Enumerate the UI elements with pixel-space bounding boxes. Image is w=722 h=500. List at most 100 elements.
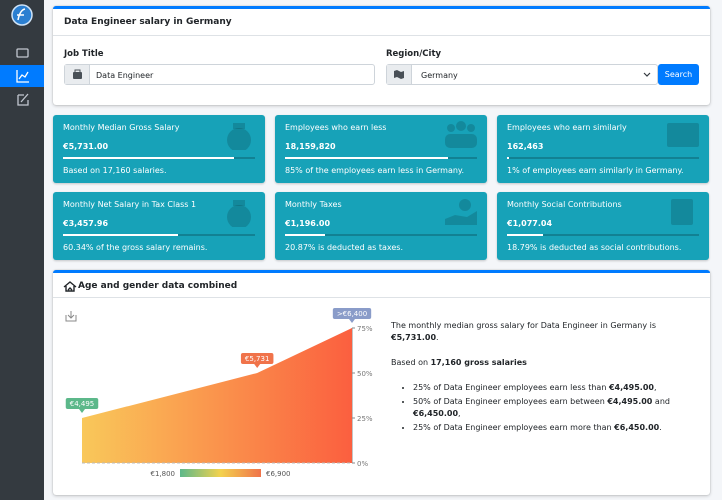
- progress-track: [63, 157, 255, 159]
- field-label: Job Title: [64, 49, 104, 59]
- summary-bullet: 50% of Data Engineer employees earn betw…: [413, 396, 706, 420]
- progress-track: [507, 234, 699, 236]
- sidebar-icons: [0, 4, 44, 106]
- nav-item[interactable]: [16, 48, 29, 58]
- field-label: Region/City: [386, 49, 442, 59]
- stat-box: Employees who earn less 18,159,820 85% of …: [275, 115, 487, 183]
- text: 25% of Data Engineer employees earn less…: [413, 383, 609, 392]
- stat-box: Monthly Taxes €1,196.00 20.87% is deducted…: [275, 192, 487, 260]
- stat-note: 20.87% is deducted as taxes.: [285, 243, 403, 252]
- point-label-box: [240, 353, 274, 364]
- visual-map-min: €1,800: [151, 470, 176, 478]
- text-bold: €6,450.00: [614, 423, 660, 432]
- select-value: Germany: [421, 71, 458, 80]
- stat-label: Monthly Social Contributions: [507, 200, 622, 209]
- stat-note: 18.79% is deducted as social contributio…: [507, 243, 682, 252]
- text: ,: [653, 383, 657, 392]
- point-label-pointer: [254, 364, 261, 368]
- text: 25% of Data Engineer employees earn more…: [413, 423, 615, 432]
- stat-value: €3,457.96: [63, 219, 109, 228]
- text: .: [436, 333, 439, 342]
- stat-icon: [445, 199, 477, 225]
- text: The monthly median gross salary for Data…: [391, 321, 657, 330]
- progress-bar: [63, 157, 234, 159]
- summary-list: 25% of Data Engineer employees earn less…: [391, 382, 706, 434]
- progress-track: [285, 157, 477, 159]
- job-input[interactable]: Data Engineer: [64, 64, 375, 85]
- input-value: Data Engineer: [96, 71, 154, 80]
- stat-value: 18,159,820: [285, 142, 336, 151]
- point-label-text: €5,731: [245, 355, 269, 363]
- summary-bullet: 25% of Data Engineer employees earn less…: [413, 382, 706, 394]
- stat-note: 60.34% of the gross salary remains.: [63, 243, 208, 252]
- text-bold: €5,731.00: [391, 333, 437, 342]
- stat-label: Monthly Net Salary in Tax Class 1: [63, 200, 197, 209]
- stat-icon: [227, 200, 251, 227]
- point-label-text: €4,495: [70, 400, 95, 408]
- summary-bullet: 25% of Data Engineer employees earn more…: [413, 422, 706, 434]
- stat-box: Monthly Median Gross Salary €5,731.00 Base…: [53, 115, 265, 183]
- stat-note: 85% of the employees earn less in German…: [285, 166, 465, 175]
- y-tick-label: 25%: [357, 415, 373, 423]
- text-bold: 17,160 gross salaries: [430, 358, 527, 367]
- search-card: Data Engineer salary in Germany Job Titl…: [53, 6, 710, 105]
- y-tick-label: 50%: [357, 370, 373, 378]
- point-label: €4,495: [65, 398, 99, 413]
- card-title: Age and gender data combined: [78, 281, 238, 291]
- stat-icon: [671, 199, 693, 225]
- download-button[interactable]: [65, 311, 77, 322]
- sidebar: [0, 0, 44, 500]
- visual-map-bar: [180, 469, 261, 477]
- stat-value: 162,463: [507, 142, 544, 151]
- search-button[interactable]: Search: [658, 64, 699, 85]
- region-select[interactable]: Germany: [386, 64, 658, 85]
- progress-bar: [285, 157, 449, 159]
- stat-icon: [227, 123, 251, 150]
- visual-map-max: €6,900: [266, 470, 291, 478]
- text-bold: €6,450.00: [413, 409, 459, 418]
- point-label-pointer: [79, 409, 85, 413]
- card-title: Data Engineer salary in Germany: [64, 17, 232, 27]
- stat-box: Monthly Net Salary in Tax Class 1 €3,457.…: [53, 192, 265, 260]
- summary-line: Based on 17,160 gross salaries: [391, 357, 706, 369]
- point-label-box: [332, 308, 372, 319]
- stat-value: €1,077.04: [507, 219, 553, 228]
- stat-label: Employees who earn similarly: [507, 123, 627, 132]
- stat-label: Employees who earn less: [285, 123, 387, 132]
- point-label-box: [65, 398, 99, 409]
- progress-track: [285, 234, 477, 236]
- stat-box: Employees who earn similarly 162,463 1% of…: [497, 115, 709, 183]
- stat-box: Monthly Social Contributions €1,077.04 18.…: [497, 192, 709, 260]
- progress-bar: [507, 234, 544, 236]
- point-label-pointer: [349, 319, 355, 323]
- divider: [53, 297, 710, 298]
- progress-track: [63, 234, 255, 236]
- stat-note: 1% of employees earn similarly in German…: [507, 166, 684, 175]
- stat-label: Monthly Median Gross Salary: [63, 123, 180, 132]
- point-label-text: >€6,400: [337, 310, 367, 318]
- text: .: [659, 423, 662, 432]
- stat-note: Based on 17,160 salaries.: [63, 166, 167, 175]
- summary: The monthly median gross salary for Data…: [391, 320, 706, 436]
- progress-bar: [507, 157, 509, 159]
- select-icon: [387, 65, 412, 84]
- point-label: >€6,400: [332, 308, 372, 323]
- stat-label: Monthly Taxes: [285, 200, 342, 209]
- point-label: €5,731: [240, 353, 274, 368]
- progress-bar: [285, 234, 326, 236]
- stat-value: €1,196.00: [285, 219, 331, 228]
- text-bold: €4,495.00: [608, 383, 654, 392]
- stat-icon: [667, 123, 699, 147]
- text: and: [652, 397, 670, 406]
- nav-item[interactable]: [17, 93, 29, 106]
- input-icon: [65, 65, 90, 84]
- chart: 0% 25% 50% 75% €4,495 €5,731 >€6,400 €1,800 €6,9…: [65, 308, 373, 478]
- text: Based on: [391, 358, 431, 367]
- area: [82, 328, 352, 463]
- stat-value: €5,731.00: [63, 142, 109, 151]
- progress-bar: [63, 234, 179, 236]
- progress-track: [507, 157, 699, 159]
- stat-icon: [445, 121, 477, 148]
- text: ,: [458, 409, 461, 418]
